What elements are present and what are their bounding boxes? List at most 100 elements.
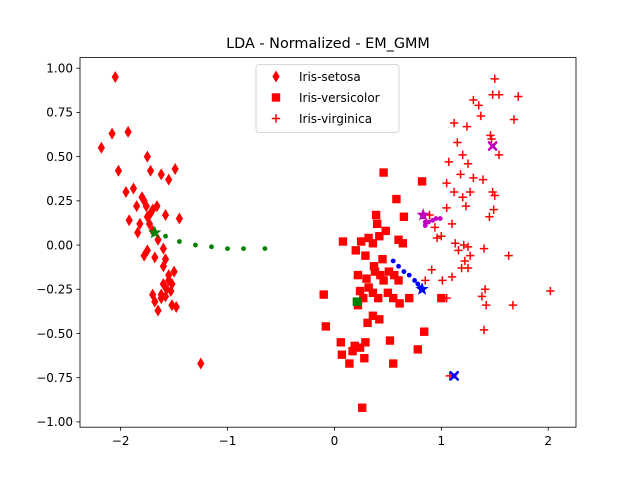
data-point — [394, 235, 403, 244]
data-point — [142, 200, 150, 213]
legend-label: Iris-versicolor — [299, 91, 380, 105]
data-point — [405, 293, 414, 303]
path-dot — [209, 244, 214, 250]
data-point — [111, 71, 119, 84]
data-point — [392, 194, 401, 204]
data-point — [140, 249, 148, 262]
path-dot — [241, 246, 246, 251]
data-point — [490, 74, 499, 84]
data-point — [479, 244, 489, 253]
data-point — [136, 217, 144, 230]
data-point — [319, 290, 328, 299]
data-point — [458, 193, 467, 202]
legend-label: Iris-virginica — [299, 112, 372, 126]
data-point — [469, 95, 478, 105]
data-point — [509, 115, 519, 124]
data-point — [159, 277, 167, 290]
data-point — [375, 315, 384, 324]
data-point — [157, 168, 165, 181]
data-point — [463, 242, 473, 252]
data-point — [381, 226, 390, 236]
centroid-marker — [352, 297, 362, 306]
data-point — [157, 292, 165, 305]
data-point — [197, 357, 205, 370]
y-tick-label: 0.50 — [46, 150, 73, 164]
data-point — [449, 187, 459, 197]
data-point — [395, 299, 404, 308]
centroids — [148, 141, 498, 381]
data-point — [375, 232, 384, 241]
data-point — [438, 276, 447, 285]
data-point — [368, 311, 378, 320]
data-point — [449, 118, 459, 128]
data-point — [430, 223, 440, 232]
x-axis: −2 −1 0 1 2 — [112, 427, 552, 448]
data-point — [125, 214, 133, 227]
data-point — [145, 217, 154, 230]
data-point — [114, 164, 123, 177]
path-dot — [177, 239, 182, 244]
path-dot — [401, 269, 407, 274]
path-dot — [262, 246, 268, 251]
y-axis: −1.00 −0.75 −0.50 −0.25 0.00 0.25 0.50 0.75 1.00 — [36, 62, 80, 429]
data-point — [477, 292, 487, 301]
data-point — [376, 270, 385, 280]
data-point — [359, 293, 368, 303]
legend-marker — [272, 70, 280, 83]
x-tick-label: −2 — [112, 434, 130, 448]
path-dot — [433, 216, 439, 221]
data-point — [124, 125, 132, 138]
data-point — [372, 219, 382, 229]
data-point — [463, 159, 473, 168]
path-dot — [390, 258, 396, 264]
data-point — [146, 164, 155, 177]
data-point — [442, 293, 451, 303]
data-point — [368, 239, 378, 248]
data-point — [437, 293, 446, 303]
data-point — [361, 251, 370, 260]
data-point — [170, 265, 178, 278]
series-iris-virginica — [421, 74, 555, 381]
data-point — [97, 141, 105, 154]
data-point — [461, 201, 471, 211]
data-point — [442, 178, 451, 188]
legend-box — [255, 64, 400, 133]
y-tick-label: 0.25 — [46, 194, 73, 208]
data-point — [129, 182, 138, 195]
centroid-marker — [416, 207, 430, 221]
data-point — [480, 285, 490, 294]
data-point — [122, 186, 130, 198]
data-point — [151, 251, 159, 264]
data-point — [350, 341, 359, 351]
data-point — [165, 173, 173, 186]
path-dot — [225, 246, 230, 251]
data-point — [369, 262, 379, 271]
data-point — [494, 90, 504, 99]
data-point — [427, 265, 436, 275]
data-point — [399, 212, 409, 221]
data-point — [351, 246, 360, 255]
path-dot — [422, 223, 428, 229]
data-point — [161, 208, 170, 221]
data-point — [379, 276, 388, 285]
data-point — [385, 336, 395, 345]
data-point — [442, 203, 451, 213]
data-point — [437, 232, 446, 241]
data-point — [361, 338, 370, 347]
data-point — [489, 205, 498, 214]
data-point — [378, 255, 387, 264]
data-point — [460, 256, 470, 266]
data-point — [153, 200, 161, 213]
data-point — [458, 150, 467, 160]
data-point — [485, 212, 494, 221]
data-point — [389, 293, 398, 303]
data-point — [337, 350, 347, 359]
legend-marker — [271, 114, 281, 123]
chart-title: LDA - Normalized - EM_GMM — [226, 36, 430, 52]
data-point — [469, 173, 478, 183]
data-point — [504, 251, 513, 260]
data-point — [348, 346, 357, 356]
legend: Iris-setosa Iris-versicolor Iris-virginica — [255, 64, 400, 133]
data-point — [370, 267, 380, 276]
data-point — [143, 150, 151, 163]
